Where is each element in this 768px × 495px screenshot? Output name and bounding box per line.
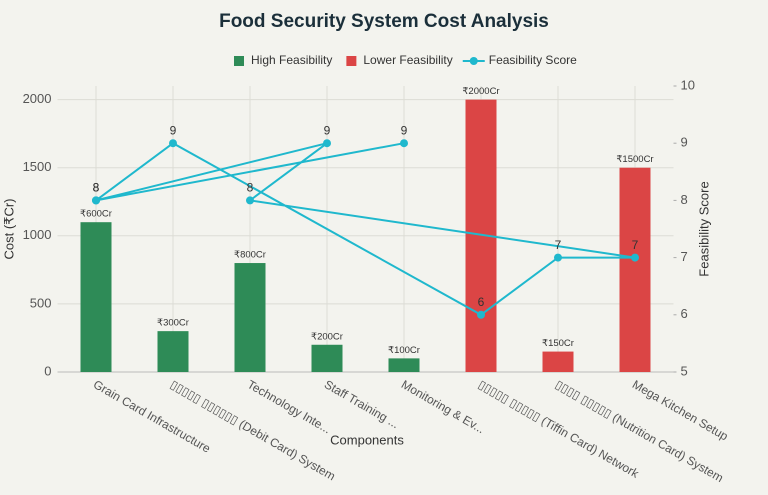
line-point	[92, 196, 100, 205]
y2-tick-label: 8	[681, 192, 688, 207]
legend-label: Lower Feasibility	[363, 53, 452, 67]
y-tick-label: 1000	[23, 227, 52, 242]
x-tick-label: Staff Training ...	[322, 377, 402, 431]
bar-annotation: ₹1500Cr	[616, 154, 653, 165]
y2-tick-label: 9	[681, 135, 688, 150]
y2-tick-label: 6	[681, 306, 688, 321]
bar	[311, 344, 343, 372]
line-value-label: 9	[170, 123, 177, 137]
bar	[80, 222, 112, 372]
line-value-label: 9	[401, 123, 408, 137]
line-value-label: 6	[478, 295, 485, 309]
line-value-label: 7	[555, 238, 562, 252]
y-tick-label: 0	[44, 363, 51, 378]
x-axis-label: Components	[330, 432, 404, 447]
bar-annotation: ₹100Cr	[388, 345, 420, 356]
y2-tick-label: 5	[681, 363, 688, 378]
legend-label: Feasibility Score	[489, 53, 577, 67]
line-value-label: 8	[93, 181, 100, 195]
line-point	[246, 196, 254, 205]
bar	[542, 351, 574, 372]
line-value-label: 8	[93, 181, 100, 195]
legend-swatch	[346, 56, 357, 66]
line	[95, 142, 636, 316]
y-axis-label: Cost (₹Cr)	[1, 199, 16, 260]
chart-title: Food Security System Cost Analysis	[219, 11, 549, 32]
y2-tick-label: 10	[681, 77, 695, 92]
legend-swatch	[234, 56, 244, 66]
x-tick-label: Monitoring & Ev...	[399, 377, 487, 436]
bar	[234, 263, 266, 372]
bar	[157, 331, 189, 372]
bar	[619, 167, 651, 372]
y-tick-label: 500	[30, 295, 52, 310]
line-point	[323, 139, 331, 148]
legend-label: High Feasibility	[251, 53, 332, 67]
line-point	[169, 139, 177, 148]
legend-marker	[469, 57, 478, 65]
line-value-label: 8	[247, 181, 254, 195]
bar-annotation: ₹600Cr	[80, 209, 112, 220]
bar-annotation: ₹2000Cr	[462, 86, 499, 97]
line-value-label: 7	[632, 238, 639, 252]
y2-axis-label: Feasibility Score	[696, 181, 711, 276]
line-value-label: 9	[324, 123, 331, 137]
bar-annotation: ₹200Cr	[311, 331, 343, 342]
line-point	[554, 253, 562, 262]
y2-tick-label: 7	[681, 249, 688, 264]
bar-annotation: ₹300Cr	[157, 318, 189, 329]
line-point	[631, 253, 639, 262]
bar	[388, 358, 420, 372]
y-tick-label: 1500	[23, 159, 52, 174]
line-point	[400, 139, 408, 148]
line-point	[477, 310, 485, 319]
bar-annotation: ₹150Cr	[542, 338, 574, 349]
bar-annotation: ₹800Cr	[234, 250, 266, 261]
y-tick-label: 2000	[23, 91, 52, 106]
